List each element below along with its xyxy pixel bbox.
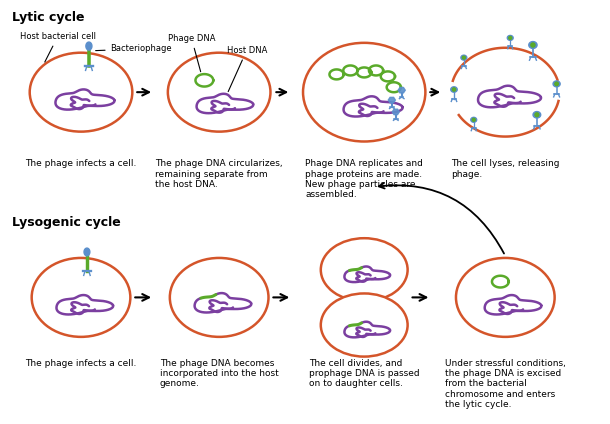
Ellipse shape [170,258,268,337]
Polygon shape [531,43,535,47]
Ellipse shape [30,53,132,131]
Polygon shape [472,118,475,121]
Polygon shape [462,56,465,59]
Polygon shape [508,36,513,40]
Text: Lysogenic cycle: Lysogenic cycle [12,217,121,229]
Text: Phage DNA replicates and
phage proteins are made.
New phage particles are
assemb: Phage DNA replicates and phage proteins … [305,159,423,199]
Polygon shape [535,113,539,117]
Ellipse shape [168,53,270,131]
Text: Phage DNA: Phage DNA [168,34,215,72]
Polygon shape [86,42,92,50]
Text: The phage infects a cell.: The phage infects a cell. [26,159,137,168]
Ellipse shape [456,258,554,337]
Polygon shape [392,109,400,114]
Text: The phage DNA becomes
incorporated into the host
genome.: The phage DNA becomes incorporated into … [160,359,279,388]
Polygon shape [509,36,512,39]
Text: The phage DNA circularizes,
remaining separate from
the host DNA.: The phage DNA circularizes, remaining se… [156,159,283,189]
Text: Host bacterial cell: Host bacterial cell [20,32,96,62]
Text: The cell divides, and
prophage DNA is passed
on to daughter cells.: The cell divides, and prophage DNA is pa… [309,359,420,388]
Polygon shape [389,98,395,103]
Ellipse shape [303,43,425,142]
Text: The phage infects a cell.: The phage infects a cell. [26,359,137,368]
Text: The cell lyses, releasing
phage.: The cell lyses, releasing phage. [451,159,559,179]
Polygon shape [471,117,476,122]
Polygon shape [555,82,558,86]
Text: Host DNA: Host DNA [226,46,267,92]
FancyArrowPatch shape [379,183,504,254]
Polygon shape [84,248,90,256]
Text: Under stressful conditions,
the phage DNA is excised
from the bacterial
chromoso: Under stressful conditions, the phage DN… [445,359,565,409]
Ellipse shape [321,238,407,301]
Ellipse shape [32,258,131,337]
Polygon shape [398,87,405,93]
Text: Lytic cycle: Lytic cycle [12,11,84,24]
Polygon shape [533,112,540,118]
Polygon shape [553,81,560,87]
Polygon shape [529,42,537,48]
Polygon shape [453,88,456,91]
Polygon shape [461,55,467,60]
Polygon shape [451,87,458,92]
Ellipse shape [321,293,407,357]
Text: Bacteriophage: Bacteriophage [96,44,172,53]
